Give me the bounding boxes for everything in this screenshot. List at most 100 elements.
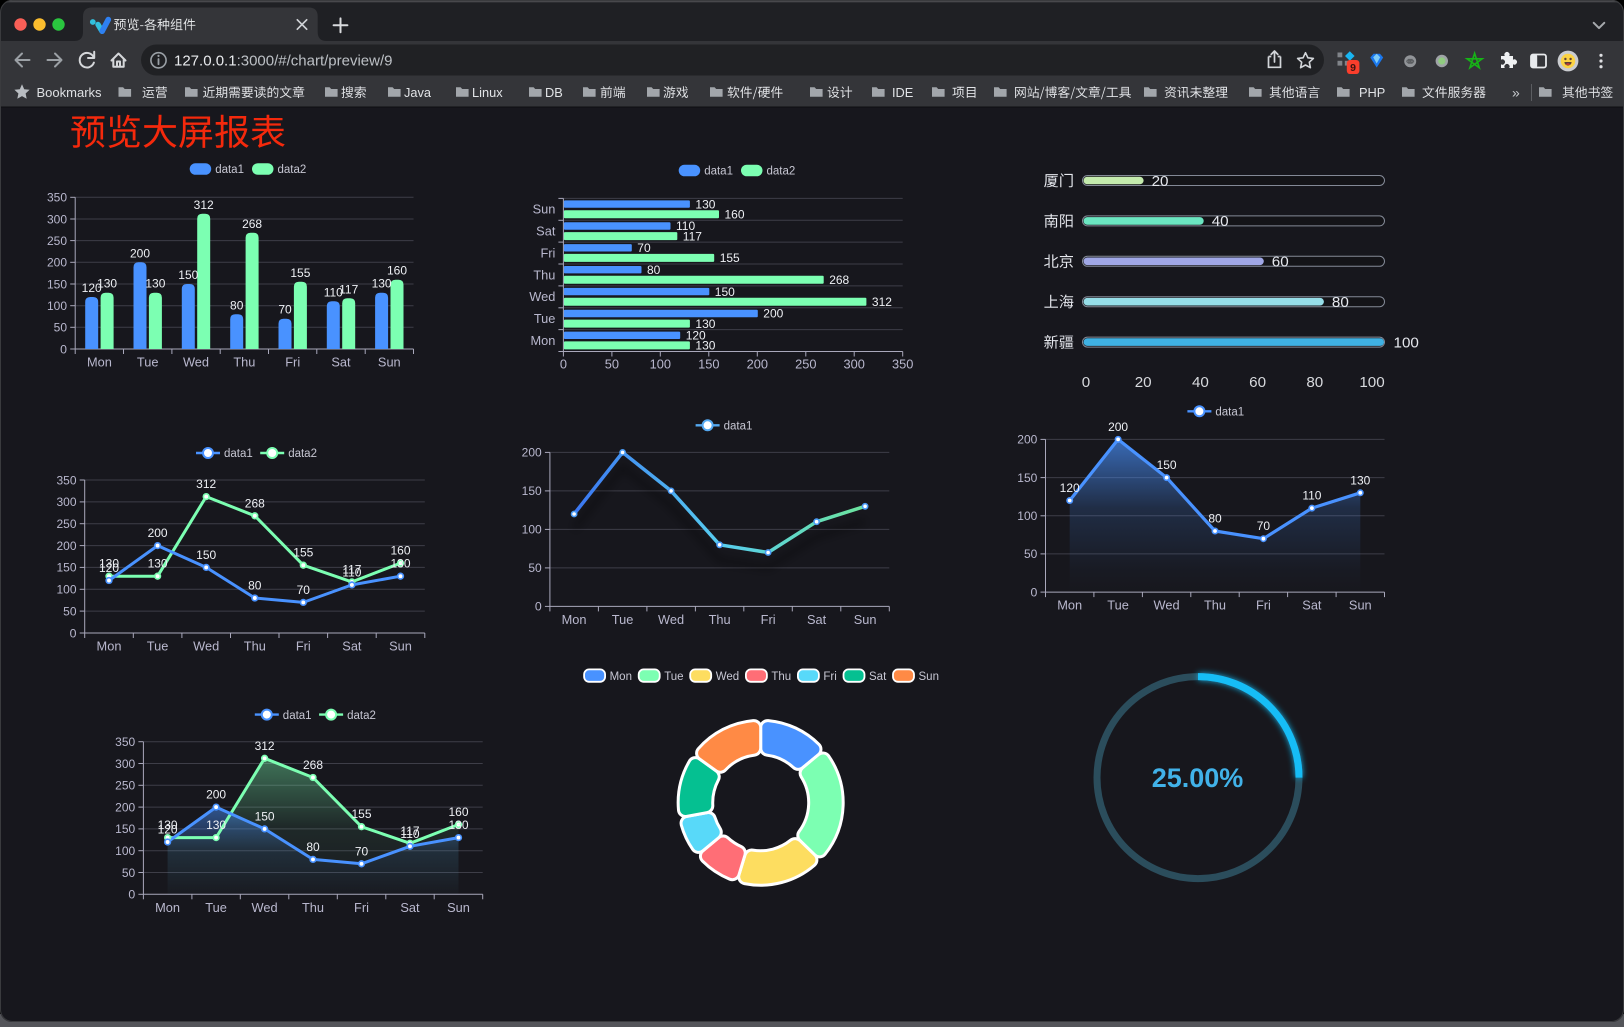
svg-text:Fri: Fri bbox=[296, 639, 311, 654]
svg-text:130: 130 bbox=[97, 277, 117, 291]
svg-text:110: 110 bbox=[342, 565, 361, 579]
svg-text:300: 300 bbox=[47, 212, 67, 226]
svg-text:Sun: Sun bbox=[919, 671, 939, 683]
svg-text:160: 160 bbox=[725, 207, 745, 221]
svg-text:70: 70 bbox=[637, 241, 651, 255]
svg-text:130: 130 bbox=[695, 197, 715, 211]
svg-text:data1: data1 bbox=[224, 448, 253, 460]
svg-text:250: 250 bbox=[795, 357, 816, 372]
svg-text:130: 130 bbox=[448, 818, 468, 832]
svg-text:150: 150 bbox=[56, 561, 76, 575]
svg-text:Wed: Wed bbox=[252, 900, 278, 915]
svg-text:100: 100 bbox=[115, 844, 135, 858]
svg-text:150: 150 bbox=[196, 548, 216, 562]
svg-text:20: 20 bbox=[1135, 374, 1152, 391]
svg-text:155: 155 bbox=[351, 807, 371, 821]
svg-text:Fri: Fri bbox=[540, 246, 555, 261]
svg-text:150: 150 bbox=[47, 277, 67, 291]
svg-text:Sun: Sun bbox=[378, 355, 401, 370]
svg-text:Fri: Fri bbox=[823, 671, 836, 683]
svg-text:117: 117 bbox=[683, 229, 702, 243]
svg-text:268: 268 bbox=[245, 496, 265, 510]
svg-text:200: 200 bbox=[763, 307, 783, 321]
svg-text:155: 155 bbox=[293, 546, 313, 560]
svg-text:200: 200 bbox=[206, 788, 226, 802]
svg-text:data1: data1 bbox=[704, 166, 733, 178]
svg-text:200: 200 bbox=[148, 526, 168, 540]
svg-text:312: 312 bbox=[194, 198, 214, 212]
svg-text:Sat: Sat bbox=[1302, 598, 1322, 613]
svg-text:150: 150 bbox=[1017, 471, 1037, 485]
svg-text:350: 350 bbox=[115, 735, 135, 749]
svg-text:120: 120 bbox=[82, 281, 102, 295]
svg-text:80: 80 bbox=[1332, 294, 1349, 311]
svg-text:80: 80 bbox=[1306, 374, 1323, 391]
svg-text:150: 150 bbox=[178, 268, 198, 282]
svg-text:Sun: Sun bbox=[1349, 598, 1372, 613]
svg-text:150: 150 bbox=[1157, 458, 1177, 472]
svg-text:160: 160 bbox=[387, 264, 407, 278]
svg-text:300: 300 bbox=[844, 357, 865, 372]
svg-text:Tue: Tue bbox=[534, 311, 556, 326]
svg-text:200: 200 bbox=[130, 246, 150, 260]
svg-text:Bookmarks: Bookmarks bbox=[37, 85, 103, 100]
svg-text:50: 50 bbox=[605, 357, 619, 372]
svg-text:Tue: Tue bbox=[137, 355, 159, 370]
svg-text:Sat: Sat bbox=[331, 355, 351, 370]
svg-text:130: 130 bbox=[695, 317, 715, 331]
svg-text:250: 250 bbox=[56, 517, 76, 531]
svg-text:70: 70 bbox=[297, 583, 311, 597]
svg-text:80: 80 bbox=[1208, 512, 1222, 526]
svg-text:50: 50 bbox=[528, 561, 542, 575]
svg-text:20: 20 bbox=[1152, 173, 1169, 190]
svg-text:100: 100 bbox=[1017, 509, 1037, 523]
svg-text:70: 70 bbox=[355, 844, 369, 858]
svg-text:Wed: Wed bbox=[193, 639, 219, 654]
svg-text:350: 350 bbox=[56, 473, 76, 487]
svg-text:data1: data1 bbox=[283, 710, 312, 722]
svg-text:Thu: Thu bbox=[533, 267, 555, 282]
svg-text:data2: data2 bbox=[767, 166, 796, 178]
svg-text:IDE: IDE bbox=[892, 85, 913, 100]
svg-text:70: 70 bbox=[278, 303, 292, 317]
svg-text:150: 150 bbox=[255, 809, 275, 823]
svg-text:80: 80 bbox=[248, 579, 262, 593]
svg-text:Tue: Tue bbox=[1107, 598, 1129, 613]
svg-text:130: 130 bbox=[99, 557, 119, 571]
svg-text:Fri: Fri bbox=[1256, 598, 1271, 613]
svg-text:312: 312 bbox=[255, 739, 275, 753]
svg-text:130: 130 bbox=[1350, 473, 1370, 487]
svg-text:350: 350 bbox=[892, 357, 913, 372]
svg-text:Mon: Mon bbox=[97, 639, 122, 654]
svg-text:200: 200 bbox=[747, 357, 768, 372]
svg-text:200: 200 bbox=[115, 800, 135, 814]
svg-text:200: 200 bbox=[1108, 420, 1128, 434]
svg-text:80: 80 bbox=[230, 298, 244, 312]
svg-text:110: 110 bbox=[676, 219, 695, 233]
svg-text:70: 70 bbox=[1257, 519, 1271, 533]
svg-text:Sat: Sat bbox=[869, 671, 887, 683]
svg-text:200: 200 bbox=[1017, 433, 1037, 447]
svg-text:60: 60 bbox=[1272, 254, 1289, 271]
svg-text:0: 0 bbox=[1082, 374, 1090, 391]
svg-text:127.0.0.1:3000/#/chart/preview: 127.0.0.1:3000/#/chart/preview/9 bbox=[174, 53, 393, 70]
svg-text:130: 130 bbox=[145, 277, 165, 291]
svg-text:268: 268 bbox=[303, 758, 323, 772]
svg-text:120: 120 bbox=[99, 561, 119, 575]
svg-text:Thu: Thu bbox=[1204, 598, 1226, 613]
svg-text:Tue: Tue bbox=[147, 639, 169, 654]
svg-text:Sun: Sun bbox=[854, 612, 877, 627]
svg-text:0: 0 bbox=[1030, 585, 1037, 599]
svg-text:Wed: Wed bbox=[1154, 598, 1180, 613]
svg-text:120: 120 bbox=[686, 329, 706, 343]
svg-text:PHP: PHP bbox=[1359, 85, 1385, 100]
svg-text:Tue: Tue bbox=[664, 671, 683, 683]
svg-text:130: 130 bbox=[158, 818, 178, 832]
svg-text:Thu: Thu bbox=[302, 900, 324, 915]
svg-text:Sun: Sun bbox=[447, 900, 470, 915]
svg-text:110: 110 bbox=[1302, 489, 1321, 503]
svg-text:268: 268 bbox=[242, 217, 262, 231]
svg-text:150: 150 bbox=[522, 484, 542, 498]
svg-text:80: 80 bbox=[306, 840, 320, 854]
svg-text:155: 155 bbox=[720, 251, 740, 265]
